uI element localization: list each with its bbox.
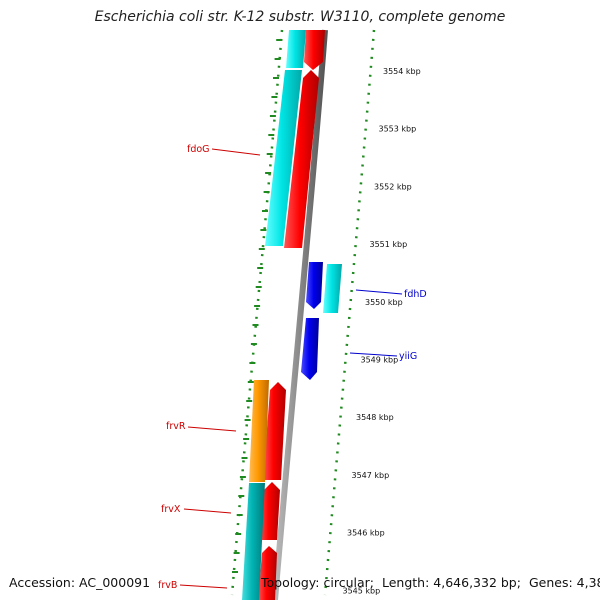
ruler-label: 3548 kbp <box>356 413 394 422</box>
gene-block[interactable] <box>242 483 265 600</box>
genome-backbone <box>272 29 328 600</box>
genes-value: 4,383 <box>576 575 600 590</box>
leader-line <box>349 352 398 357</box>
cds-block[interactable] <box>263 382 286 480</box>
ruler-label: 3552 kbp <box>374 182 412 191</box>
accession-value: AC_000091 <box>79 575 151 590</box>
gene-block[interactable] <box>323 264 342 313</box>
leader-line <box>183 508 232 514</box>
gene-label-frvR[interactable]: frvR <box>166 421 186 432</box>
genes-label: Genes: <box>528 575 573 590</box>
ruler-ticks <box>232 39 283 573</box>
gene-block[interactable] <box>286 30 306 68</box>
cds-block[interactable] <box>284 70 319 248</box>
footer-accession: Accession: AC_000091 <box>9 575 150 590</box>
accession-label: Accession: <box>9 575 76 590</box>
footer-summary: Topology: circular; Length: 4,646,332 bp… <box>261 575 600 590</box>
cds-block[interactable] <box>304 30 325 70</box>
ruler-labels: 3554 kbp 3553 kbp 3552 kbp 3551 kbp 3550 kbp… <box>343 67 421 595</box>
ruler-label: 3551 kbp <box>370 240 408 249</box>
ruler-label: 3550 kbp <box>365 298 403 307</box>
leader-line <box>187 426 237 432</box>
ruler-label: 3545 kbp <box>343 586 381 595</box>
gene-block[interactable] <box>249 380 269 482</box>
topology-value: circular <box>323 575 370 590</box>
left-gene-track <box>242 30 306 600</box>
gene-label-fdhD[interactable]: fdhD <box>404 289 427 300</box>
left-cds-track <box>258 30 325 600</box>
gene-labels: fdoG frvR frvX frvB fdhD yiiG <box>158 144 427 591</box>
gene-label-frvB[interactable]: frvB <box>158 580 177 591</box>
cds-block[interactable] <box>258 546 277 600</box>
ruler-label: 3547 kbp <box>352 471 390 480</box>
ruler-label: 3549 kbp <box>361 356 399 365</box>
gene-block[interactable] <box>265 70 302 246</box>
cds-block[interactable] <box>306 262 323 309</box>
length-value: 4,646,332 bp <box>433 575 517 590</box>
length-label: Length: <box>381 575 430 590</box>
ruler-label: 3554 kbp <box>383 67 421 76</box>
gene-label-frvX[interactable]: frvX <box>161 504 181 515</box>
ruler-label: 3546 kbp <box>347 529 385 538</box>
cds-block[interactable] <box>301 318 319 380</box>
ruler-ring-outer <box>323 29 376 596</box>
leader-line <box>211 148 261 156</box>
map-title: Escherichia coli str. K-12 substr. W3110… <box>94 9 506 25</box>
gene-label-fdoG[interactable]: fdoG <box>187 144 210 155</box>
ruler-label: 3553 kbp <box>379 125 417 134</box>
leader-line <box>179 584 228 589</box>
gene-label-yiiG[interactable]: yiiG <box>399 351 417 362</box>
leader-line <box>355 289 403 295</box>
right-gene-track <box>301 262 342 380</box>
topology-label: Topology: <box>261 575 320 590</box>
